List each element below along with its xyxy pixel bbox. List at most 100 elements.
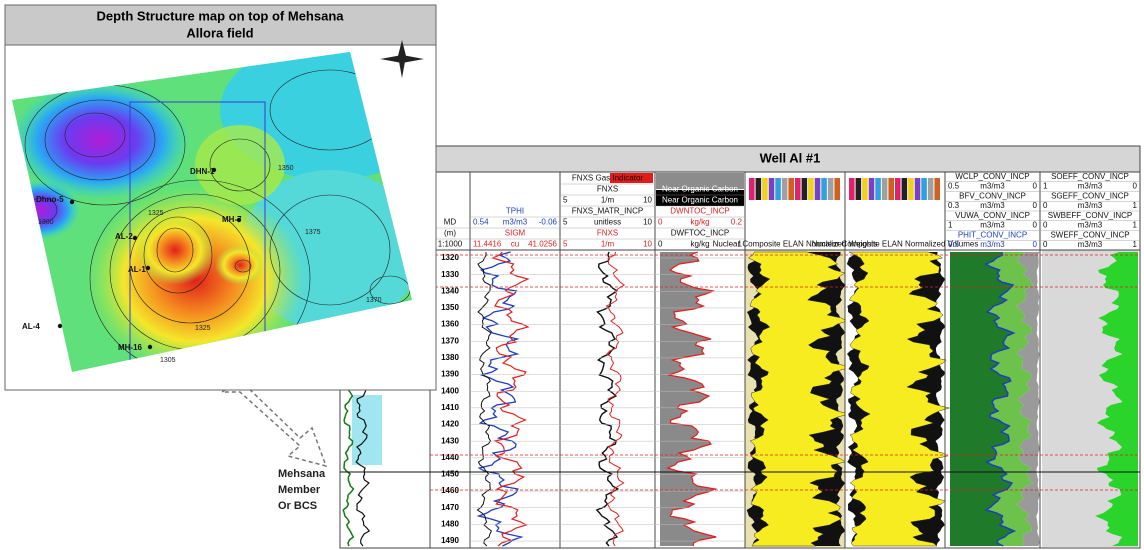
track-header: FNXS xyxy=(597,185,618,194)
log-curve xyxy=(490,251,530,547)
scale-left: 11.4416 xyxy=(473,240,502,249)
scale-unit: m3/m3 xyxy=(980,182,1005,191)
scale-left: 5 xyxy=(563,218,568,227)
track-header: Nuclear Composite ELAN Normalized Volume… xyxy=(812,240,979,249)
track-header: FNXS_MATR_INCP xyxy=(572,207,643,216)
track-header: TPHI xyxy=(506,207,524,216)
lithology-stripe xyxy=(868,178,875,200)
lithology-stripe xyxy=(762,178,768,200)
scale-left: 0 xyxy=(1043,240,1048,249)
zone-annotation: Mehsana xyxy=(278,468,326,480)
lithology-stripe xyxy=(914,178,921,200)
lithology-stripe xyxy=(862,178,868,200)
scale-unit: 1/m xyxy=(601,196,615,205)
lithology-stripe xyxy=(827,178,834,200)
lithology-stripe xyxy=(921,178,927,200)
well-dot xyxy=(57,323,63,329)
well-dot xyxy=(147,344,153,350)
log-curve xyxy=(595,251,620,547)
scale-unit: m3/m3 xyxy=(1078,240,1103,249)
scale-left: 5 xyxy=(563,196,568,205)
scale-right: 1 xyxy=(738,240,743,249)
lithology-stripe xyxy=(795,178,801,200)
scale-left: 0 xyxy=(1043,201,1048,210)
map-fill xyxy=(215,245,265,285)
scale-unit: m3/m3 xyxy=(980,201,1005,210)
log-curve xyxy=(342,389,355,547)
contour-label: 1370 xyxy=(366,297,382,304)
scale-unit: m3/m3 xyxy=(980,240,1005,249)
well-label: AL-4 xyxy=(22,322,40,331)
scale-right: 1 xyxy=(1133,240,1138,249)
depth-label: 1330 xyxy=(441,270,459,279)
lithology-stripe xyxy=(801,178,808,200)
track-header: (m) xyxy=(444,229,456,238)
track-header: DWNTOC_INCP xyxy=(670,207,729,216)
track-header: PHIT_CONV_INCP xyxy=(958,230,1027,239)
contour-label: 1350 xyxy=(278,165,294,172)
track-header: 1:1000 xyxy=(438,240,463,249)
scale-right: 10 xyxy=(643,196,652,205)
scale-unit: kg/kg xyxy=(690,240,709,249)
scale-left: 0.5 xyxy=(948,182,960,191)
track-header: VUWA_CONV_INCP xyxy=(955,211,1030,220)
map-panel: Depth Structure map on top of Mehsana All… xyxy=(4,4,437,391)
lithology-stripe xyxy=(849,178,855,200)
scale-right: 0 xyxy=(1033,201,1038,210)
depth-label: 1390 xyxy=(441,370,459,379)
scale-unit: m3/m3 xyxy=(503,218,528,227)
contour-label: 1325 xyxy=(148,210,164,217)
track-header: SGEFF_CONV_INCP xyxy=(1051,191,1129,200)
scale-unit: m3/m3 xyxy=(1078,221,1103,230)
scale-unit: cu xyxy=(511,240,519,249)
lithology-stripe xyxy=(821,178,827,200)
well-label: AL-1 xyxy=(128,265,146,274)
well-dot xyxy=(69,199,75,205)
scale-right: -0.06 xyxy=(539,218,558,227)
scale-right: 0 xyxy=(1033,221,1038,230)
lithology-stripe xyxy=(934,178,940,200)
contour-label: 1305 xyxy=(160,357,176,364)
depth-label: 1350 xyxy=(441,303,459,312)
depth-label: 1470 xyxy=(441,503,459,512)
map-title: Allora field xyxy=(186,25,253,40)
scale-unit: unitless xyxy=(594,218,621,227)
toc-header-bg xyxy=(656,173,744,189)
lithology-stripe xyxy=(875,178,881,200)
scale-right: 1 xyxy=(1133,201,1138,210)
scale-left: 0.54 xyxy=(473,218,489,227)
contour-label: 1375 xyxy=(305,229,321,236)
map-title: Depth Structure map on top of Mehsana xyxy=(96,8,344,23)
depth-label: 1370 xyxy=(441,336,459,345)
well-label: Dhno-5 xyxy=(36,195,64,204)
zone-annotation: Or BCS xyxy=(278,500,317,512)
well-label: AL-2 xyxy=(115,232,133,241)
depth-label: 1380 xyxy=(441,353,459,362)
track-header: DWFTOC_INCP xyxy=(671,229,730,238)
contour-label: 1300 xyxy=(38,219,54,226)
log-title-bar xyxy=(339,145,1141,173)
scale-unit: m3/m3 xyxy=(980,221,1005,230)
lithology-stripe xyxy=(775,178,781,200)
track-header: SOEFF_CONV_INCP xyxy=(1051,172,1129,181)
compass xyxy=(380,40,424,78)
scale-unit: m3/m3 xyxy=(1078,182,1103,191)
log-curve xyxy=(476,251,524,547)
scale-right: 10 xyxy=(643,218,652,227)
log-curve xyxy=(984,251,1017,547)
lithology-stripe xyxy=(895,178,901,200)
track-header: MD xyxy=(444,218,457,227)
gas-indicator xyxy=(610,173,653,183)
well-label: MH-16 xyxy=(118,343,143,352)
depth-label: 1440 xyxy=(441,453,459,462)
dashed-arrow xyxy=(219,379,328,468)
scale-left: 0 xyxy=(1043,221,1048,230)
map-title-bar xyxy=(4,4,437,46)
scale-right: 1 xyxy=(1133,221,1138,230)
depth-label: 1400 xyxy=(441,386,459,395)
scale-unit: 1/m xyxy=(601,240,615,249)
log-curve xyxy=(605,251,626,547)
scale-right: 10 xyxy=(643,240,652,249)
lithology-stripe xyxy=(834,178,840,200)
